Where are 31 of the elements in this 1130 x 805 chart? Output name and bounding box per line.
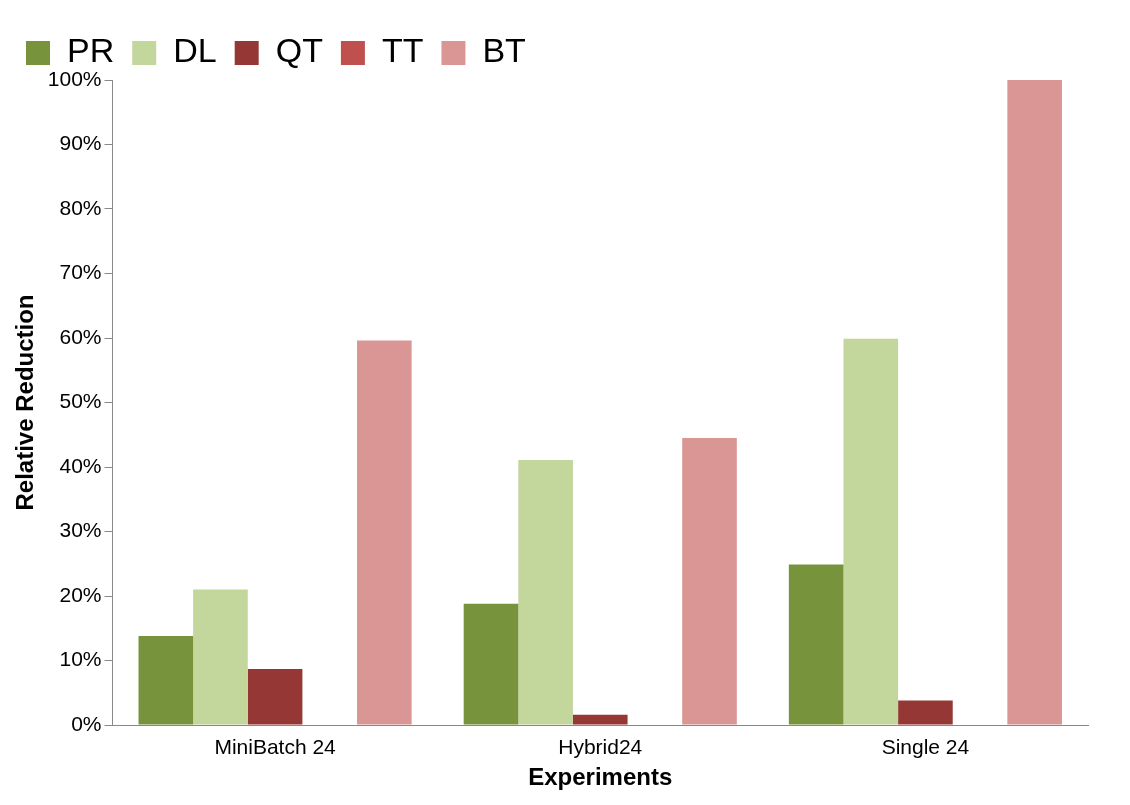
y-tick-label: 90% <box>59 131 102 155</box>
y-tick-label: 20% <box>59 582 102 606</box>
x-tick-label: MiniBatch 24 <box>214 735 337 759</box>
y-tick-label: 0% <box>71 711 102 735</box>
bar <box>518 459 573 725</box>
bar <box>682 437 737 725</box>
y-axis-title: Relative Reduction <box>11 294 39 511</box>
legend-label: BT <box>482 31 526 70</box>
y-tick-label: 30% <box>59 518 102 542</box>
bar <box>572 714 628 725</box>
x-axis-title: Experiments <box>528 763 673 791</box>
y-tick-label: 40% <box>59 453 102 477</box>
bar <box>357 340 412 725</box>
bar <box>193 589 248 725</box>
x-tick-label: Single 24 <box>881 735 970 759</box>
bar <box>788 564 844 725</box>
bar <box>138 635 194 725</box>
y-tick-label: 50% <box>59 389 102 413</box>
y-tick-label: 80% <box>59 195 102 219</box>
legend-label: TT <box>381 31 424 70</box>
y-tick-label: 60% <box>59 324 102 348</box>
legend-label: DL <box>173 31 217 70</box>
x-tick-label: Hybrid24 <box>558 735 643 759</box>
bar <box>1007 80 1062 725</box>
bar <box>463 603 519 725</box>
y-tick-label: 10% <box>59 647 102 671</box>
bar <box>247 668 303 725</box>
bar <box>843 338 899 725</box>
y-tick-label: 70% <box>59 260 102 284</box>
bar <box>898 700 953 725</box>
legend-label: QT <box>275 31 323 70</box>
